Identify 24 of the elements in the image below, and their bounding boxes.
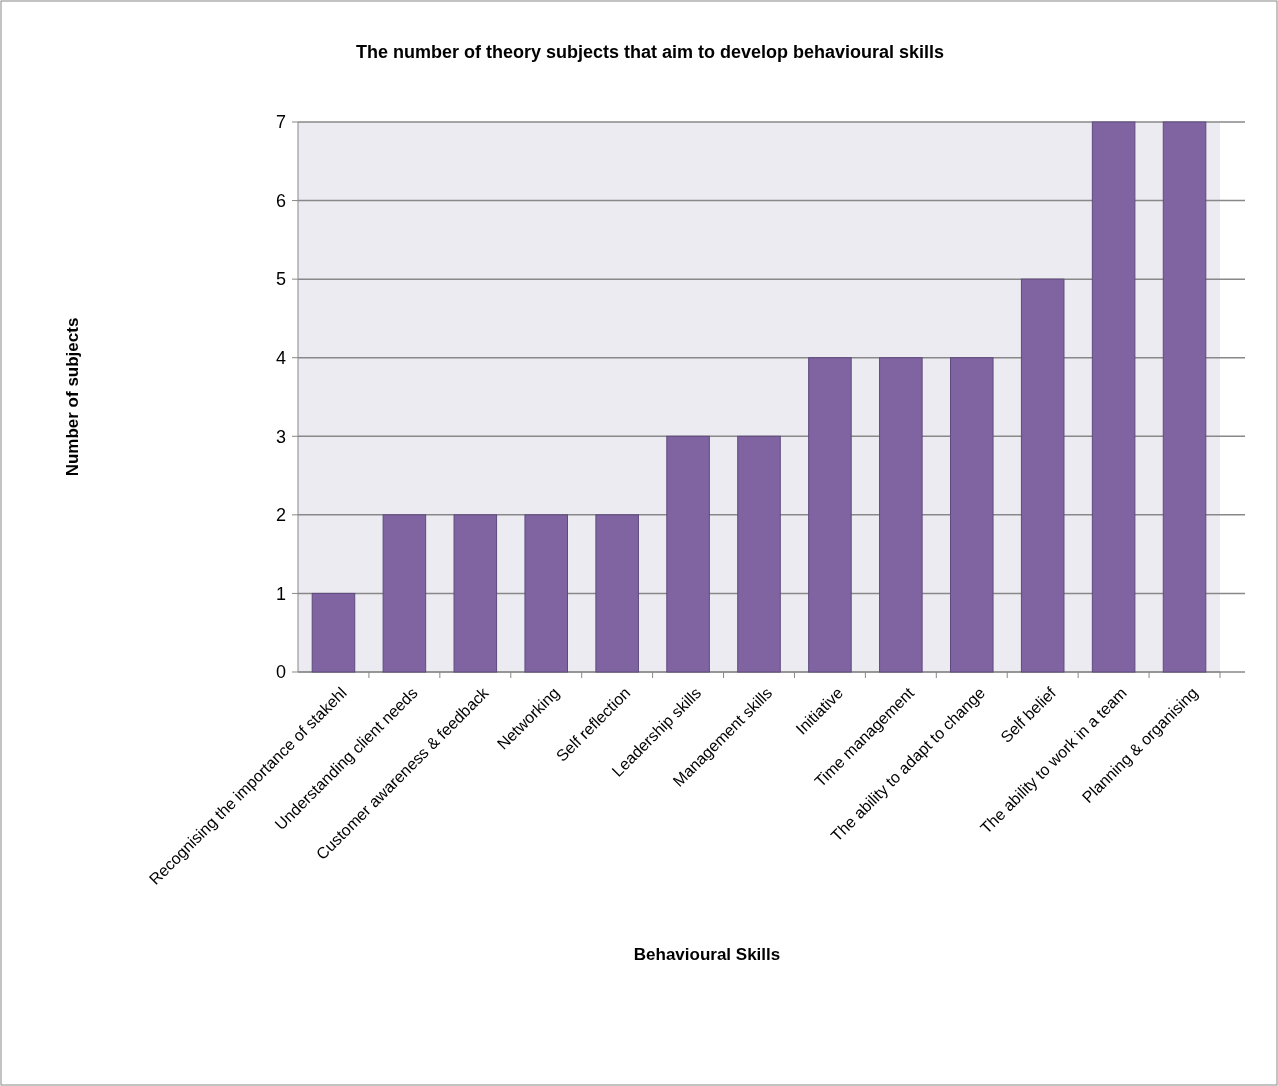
- y-tick-label: 2: [275, 505, 286, 526]
- y-tick-label: 3: [275, 426, 286, 447]
- y-axis-title: Number of subjects: [63, 317, 82, 477]
- bar: [382, 514, 427, 673]
- bar: [1162, 121, 1207, 673]
- bar: [453, 514, 498, 673]
- bar: [879, 357, 923, 673]
- bar: [737, 435, 781, 673]
- bar: [666, 435, 710, 673]
- y-tick-label: 0: [275, 662, 286, 683]
- y-tick-label: 7: [275, 112, 286, 133]
- bar: [808, 357, 852, 673]
- chart-title: The number of theory subjects that aim to develop behavioural skills: [355, 42, 945, 62]
- y-tick-label: 1: [275, 583, 286, 604]
- bar: [524, 514, 569, 673]
- bar: [1020, 278, 1065, 673]
- bar: [595, 514, 639, 673]
- y-tick-label: 5: [275, 269, 286, 290]
- bar: [949, 357, 994, 673]
- y-tick-label: 6: [275, 190, 286, 211]
- x-axis-title: Behavioural Skills: [633, 945, 781, 964]
- bar: [311, 592, 356, 673]
- y-tick-label: 4: [275, 348, 286, 369]
- bar: [1091, 121, 1136, 673]
